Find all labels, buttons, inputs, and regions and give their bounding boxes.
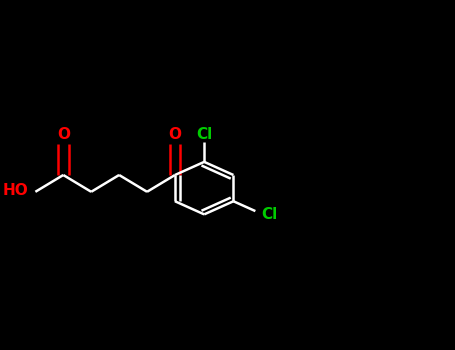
Text: HO: HO bbox=[2, 183, 28, 197]
Text: O: O bbox=[57, 127, 70, 142]
Text: Cl: Cl bbox=[261, 207, 277, 222]
Text: Cl: Cl bbox=[196, 127, 212, 142]
Text: O: O bbox=[168, 127, 182, 142]
